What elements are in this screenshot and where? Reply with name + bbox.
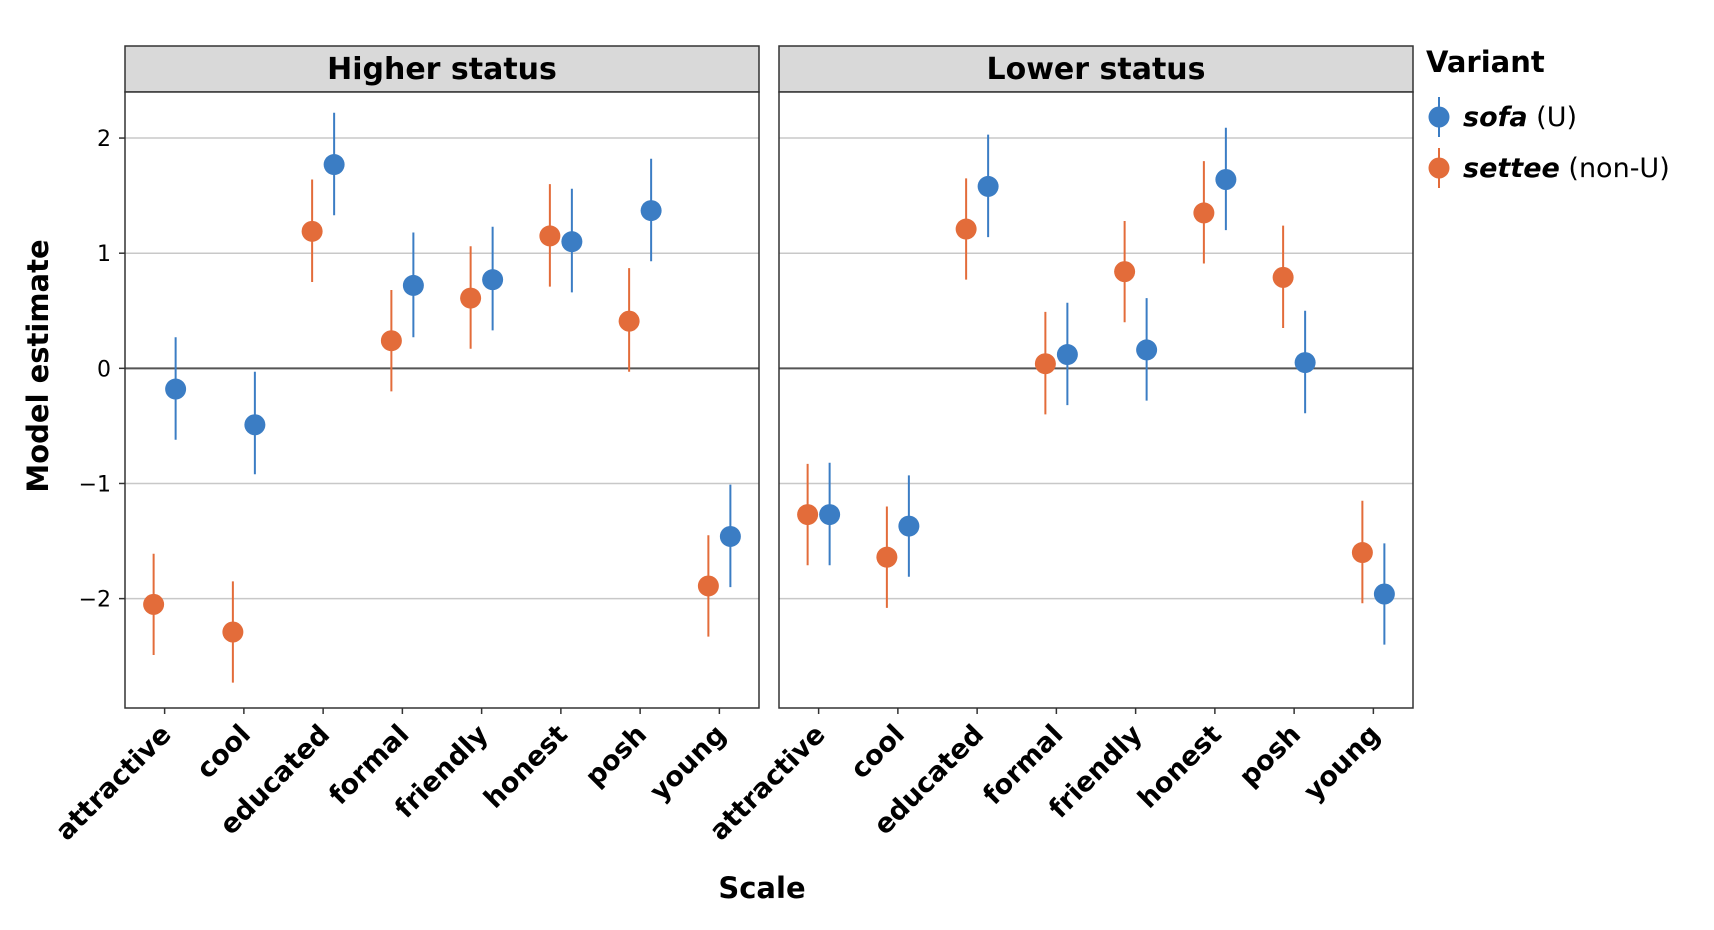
data-point xyxy=(955,218,977,240)
legend-label: settee (non-U) xyxy=(1463,153,1670,184)
facet-title: Higher status xyxy=(327,52,557,87)
data-point xyxy=(1193,202,1215,224)
legend-key-point xyxy=(1428,157,1450,179)
plot-area xyxy=(779,92,1413,708)
y-axis-title: Model estimate xyxy=(21,239,55,492)
x-tick-label: cool xyxy=(191,719,257,785)
data-point xyxy=(819,504,841,526)
data-point xyxy=(1114,261,1136,283)
facet-strip xyxy=(124,45,760,93)
data-point xyxy=(222,621,244,643)
y-tick-label: 2 xyxy=(97,127,111,152)
data-point xyxy=(1294,352,1316,374)
x-tick-label: posh xyxy=(579,719,653,793)
data-point xyxy=(244,414,266,436)
data-point xyxy=(539,225,561,247)
data-point xyxy=(697,575,719,597)
data-point xyxy=(1351,542,1373,564)
data-point xyxy=(301,220,323,242)
panel-border xyxy=(124,91,760,709)
series-sofa xyxy=(165,112,741,588)
facet-strip xyxy=(778,45,1414,93)
x-tick-label: young xyxy=(644,719,732,807)
data-point xyxy=(482,269,504,291)
x-tick-label: honest xyxy=(1132,719,1228,815)
data-point xyxy=(561,231,583,253)
legend: Variant sofa (U) settee (non-U) xyxy=(1426,45,1670,188)
data-point xyxy=(977,175,999,197)
data-point xyxy=(1272,266,1294,288)
data-point xyxy=(380,330,402,352)
data-point xyxy=(1034,353,1056,375)
legend-variant-suffix: (non-U) xyxy=(1560,153,1670,184)
data-point xyxy=(323,154,345,176)
data-point xyxy=(402,274,424,296)
data-point xyxy=(1136,339,1158,361)
x-axis-title: Scale xyxy=(718,871,805,905)
x-tick-label: attractive xyxy=(50,719,178,847)
data-point xyxy=(876,546,898,568)
legend-variant-name: sofa xyxy=(1463,102,1528,133)
data-point xyxy=(143,593,165,615)
y-tick-label: −2 xyxy=(79,588,111,613)
facet-title: Lower status xyxy=(986,52,1205,87)
x-tick-label: cool xyxy=(845,719,911,785)
data-point xyxy=(1373,583,1395,605)
x-tick-label: honest xyxy=(478,719,574,815)
legend-item-sofa: sofa (U) xyxy=(1428,97,1577,137)
panel-border xyxy=(778,91,1414,709)
y-tick-label: −1 xyxy=(79,472,111,497)
x-tick-label: young xyxy=(1298,719,1386,807)
legend-key-point xyxy=(1428,106,1450,128)
data-point xyxy=(1215,169,1237,191)
y-tick-label: 0 xyxy=(97,357,111,382)
x-tick-label: posh xyxy=(1233,719,1307,793)
data-point xyxy=(797,504,819,526)
legend-label: sofa (U) xyxy=(1463,102,1577,133)
series-settee xyxy=(143,179,719,683)
series-sofa xyxy=(819,127,1395,645)
series-settee xyxy=(797,161,1373,608)
data-point xyxy=(640,200,662,222)
legend-item-settee: settee (non-U) xyxy=(1428,148,1670,188)
legend-variant-name: settee xyxy=(1463,153,1560,184)
legend-title: Variant xyxy=(1426,45,1545,79)
y-tick-label: 1 xyxy=(97,242,111,267)
data-point xyxy=(165,378,187,400)
plot-area xyxy=(125,92,759,708)
data-point xyxy=(618,310,640,332)
data-point xyxy=(1056,344,1078,366)
data-point xyxy=(719,525,741,547)
data-point xyxy=(460,287,482,309)
legend-variant-suffix: (U) xyxy=(1528,102,1577,133)
data-point xyxy=(898,515,920,537)
